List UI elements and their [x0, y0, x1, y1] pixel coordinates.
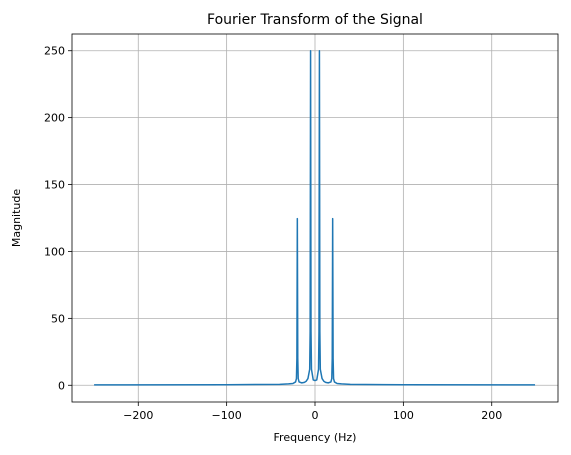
series-line — [94, 49, 536, 386]
x-tick-label: −200 — [123, 409, 153, 422]
x-tick-label: 200 — [481, 409, 502, 422]
chart-title: Fourier Transform of the Signal — [207, 12, 423, 28]
plot-frame — [71, 33, 559, 403]
x-axis-label: Frequency (Hz) — [274, 431, 357, 444]
y-tick-label: 250 — [44, 45, 65, 58]
ticks: −200 −100 0 100 200 0 50 100 150 200 250 — [44, 45, 502, 422]
y-tick-label: 150 — [44, 179, 65, 192]
y-tick-label: 0 — [58, 379, 65, 392]
x-tick-label: 100 — [393, 409, 414, 422]
x-tick-label: 0 — [312, 409, 319, 422]
x-tick-label: −100 — [212, 409, 242, 422]
y-tick-label: 200 — [44, 112, 65, 125]
y-axis-label: Magnitude — [10, 189, 23, 248]
series-layer — [94, 49, 536, 386]
y-tick-label: 50 — [51, 312, 65, 325]
y-tick-label: 100 — [44, 245, 65, 258]
